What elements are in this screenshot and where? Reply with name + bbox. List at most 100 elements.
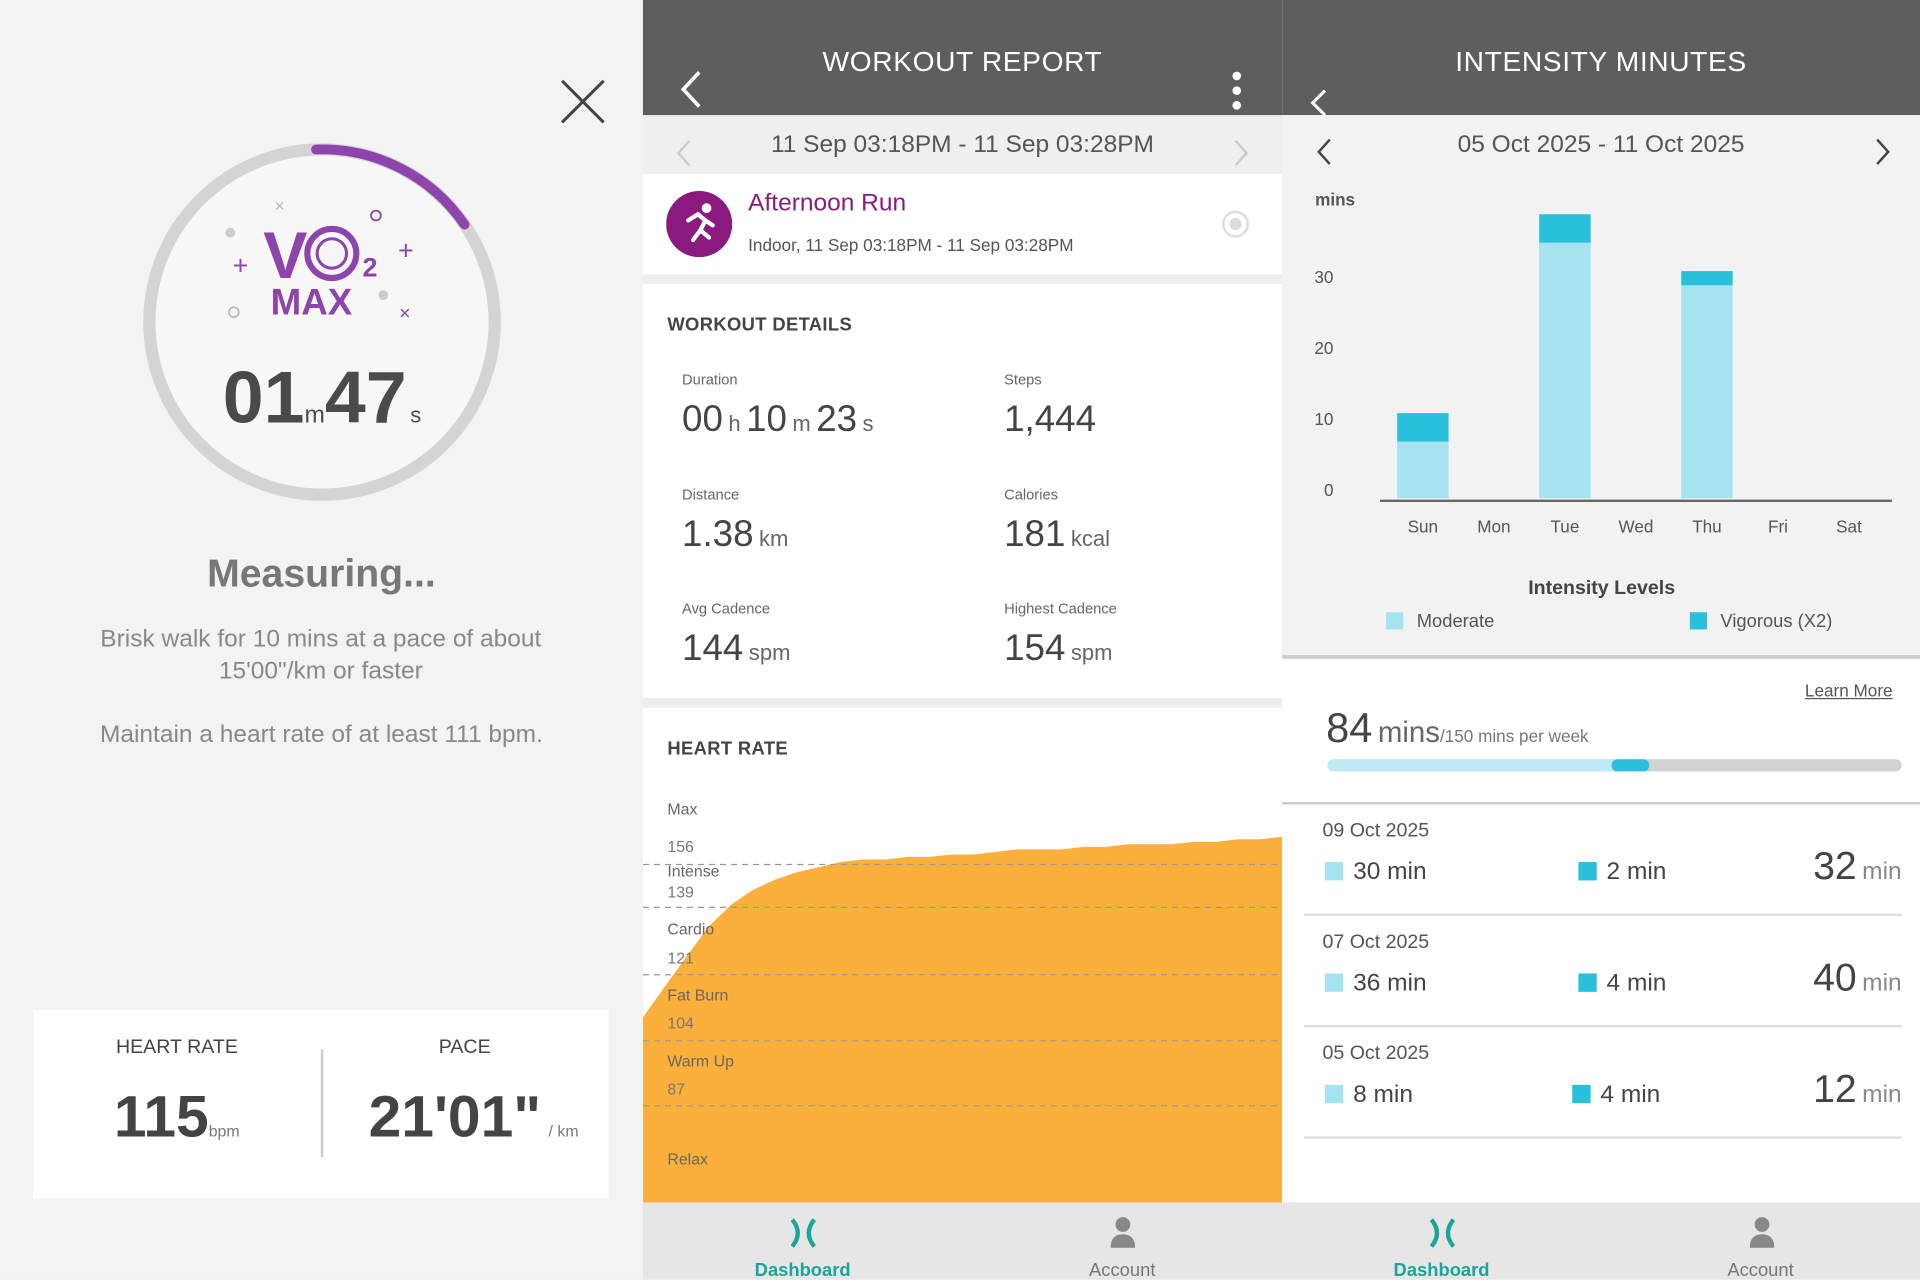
entry-total: 40 min	[1813, 955, 1902, 1000]
learn-more-link[interactable]: Learn More	[1804, 680, 1893, 701]
activity-card[interactable]: Afternoon Run Indoor, 11 Sep 03:18PM - 1…	[642, 173, 1283, 275]
y-tick-label: 30	[1314, 267, 1333, 287]
tab-label: Account	[1727, 1260, 1794, 1280]
prev-button[interactable]	[675, 131, 692, 190]
back-button[interactable]	[677, 39, 706, 108]
header: WORKOUT REPORT	[642, 0, 1283, 116]
instruction-heart-rate: Maintain a heart rate of at least 111 bp…	[99, 721, 543, 749]
zone-name: Max	[667, 801, 697, 818]
live-stats-card: HEART RATE 115bpm PACE 21'01" / km	[33, 1010, 609, 1199]
avg-cadence-label: Avg Cadence	[682, 600, 771, 618]
entry-moderate: 8 min	[1324, 1081, 1413, 1109]
prev-week-button[interactable]	[1315, 130, 1332, 189]
intensity-bar-chart: mins 0 10 20 30 Sun Mon Tue Wed Thu Fri Sat Intensit…	[1314, 190, 1892, 631]
bar-vigorous-tue[interactable]	[1539, 214, 1591, 243]
heart-rate-chart: Max Intense 156 Cardio 139 Fat Burn 121 Warm Up…	[642, 801, 1283, 1204]
y-tick-label: 0	[1324, 480, 1334, 500]
entry-vigorous: 4 min	[1578, 970, 1666, 998]
chevron-left-icon	[676, 139, 691, 167]
svg-text:2: 2	[362, 253, 377, 283]
steps-label: Steps	[1004, 371, 1042, 389]
zone-threshold: 121	[667, 951, 694, 968]
daily-entry[interactable]: 09 Oct 2025 30 min 2 min 32 min	[1304, 804, 1902, 916]
more-menu-button[interactable]	[1231, 42, 1243, 110]
bar-vigorous-sun[interactable]	[1397, 413, 1449, 442]
heart-rate-area	[642, 836, 1283, 1204]
date-navigator: 11 Sep 03:18PM - 11 Sep 03:28PM	[643, 115, 1282, 174]
daily-entries-list: 09 Oct 2025 30 min 2 min 32 min 07 Oct 20…	[1282, 804, 1920, 1139]
zone-threshold: 87	[667, 1082, 685, 1099]
legend-title: Intensity Levels	[1528, 577, 1675, 599]
entry-date: 07 Oct 2025	[1322, 931, 1430, 953]
tab-label: Dashboard	[1393, 1260, 1490, 1280]
total-unit: mins	[1377, 716, 1440, 750]
highest-cadence-label: Highest Cadence	[1004, 600, 1117, 618]
legend-label: Moderate	[1417, 610, 1495, 631]
heart-rate-unit: bpm	[208, 1121, 240, 1141]
svg-text:+: +	[233, 250, 249, 280]
x-tick-label: Wed	[1618, 517, 1653, 537]
entry-vigorous: 2 min	[1578, 858, 1666, 886]
more-vertical-icon	[1232, 71, 1242, 110]
y-axis-title: mins	[1315, 190, 1355, 210]
location-icon	[1222, 210, 1249, 238]
calories-label: Calories	[1004, 486, 1058, 504]
legend-swatch	[1386, 612, 1404, 630]
zone-threshold: 156	[667, 839, 694, 856]
entry-date: 09 Oct 2025	[1322, 820, 1430, 842]
entry-date: 05 Oct 2025	[1322, 1043, 1430, 1065]
timer: 01m47 s	[137, 355, 507, 439]
divider	[1282, 655, 1920, 659]
steps-value: 1,444	[1004, 399, 1097, 440]
account-icon	[1749, 1217, 1774, 1248]
svg-text:×: ×	[399, 303, 410, 325]
next-button[interactable]	[1233, 131, 1250, 190]
chevron-left-icon	[1317, 138, 1331, 165]
duration-value: 00 h 10 m 23 s	[682, 399, 874, 440]
bar-moderate-tue[interactable]	[1539, 242, 1591, 499]
heart-rate-card: HEART RATE Max Intense 156 Cardio 139 Fat Bur…	[642, 707, 1283, 1204]
chevron-right-icon	[1234, 139, 1249, 167]
zone-threshold: 104	[667, 1016, 694, 1033]
vigorous-swatch	[1578, 973, 1597, 992]
x-tick-label: Sun	[1408, 517, 1438, 537]
entry-vigorous: 4 min	[1572, 1081, 1660, 1109]
goal-text: /150 mins per week	[1439, 726, 1589, 746]
chevron-right-icon	[1876, 138, 1890, 165]
date-range: 11 Sep 03:18PM - 11 Sep 03:28PM	[770, 131, 1154, 158]
entry-moderate: 30 min	[1324, 858, 1427, 886]
legend-swatch	[1689, 612, 1707, 630]
x-tick-label: Mon	[1477, 517, 1510, 537]
timer-sec-unit: s	[410, 402, 422, 428]
activity-name: Afternoon Run	[748, 189, 907, 217]
bar-moderate-sun[interactable]	[1397, 441, 1449, 499]
bar-vigorous-thu[interactable]	[1681, 271, 1733, 286]
pace-value: 21'01"	[368, 1084, 542, 1150]
moderate-swatch	[1324, 1084, 1344, 1104]
zone-threshold: 139	[667, 885, 694, 902]
intensity-chart-area: mins 0 10 20 30 Sun Mon Tue Wed Thu Fri Sat Intensit…	[1282, 173, 1920, 658]
date-navigator: 05 Oct 2025 - 11 Oct 2025	[1282, 115, 1920, 174]
x-tick-label: Fri	[1768, 517, 1788, 537]
divider	[1282, 802, 1920, 805]
timer-min-unit: m	[304, 401, 325, 429]
bar-moderate-thu[interactable]	[1681, 285, 1733, 499]
zone-name: Intense	[667, 864, 719, 881]
duration-label: Duration	[682, 371, 738, 389]
section-title: WORKOUT DETAILS	[667, 314, 853, 336]
instruction-pace: Brisk walk for 10 mins at a pace of abou…	[100, 625, 542, 685]
svg-text:+: +	[398, 236, 414, 266]
close-button[interactable]	[558, 77, 607, 126]
svg-text:×: ×	[274, 196, 285, 216]
y-tick-label: 10	[1314, 409, 1333, 429]
chevron-left-icon	[680, 70, 701, 108]
dashboard-icon	[1429, 1218, 1456, 1248]
vigorous-swatch	[1572, 1084, 1591, 1104]
daily-entry[interactable]: 05 Oct 2025 8 min 4 min 12 min	[1304, 1027, 1902, 1139]
heart-rate-label: HEART RATE	[115, 1037, 238, 1058]
back-button[interactable]	[1309, 47, 1329, 169]
measuring-status: Measuring...	[207, 551, 436, 596]
daily-entry[interactable]: 07 Oct 2025 36 min 4 min 40 min	[1304, 916, 1902, 1028]
next-week-button[interactable]	[1875, 130, 1892, 189]
tab-bar: Dashboard Account	[642, 1202, 1283, 1280]
